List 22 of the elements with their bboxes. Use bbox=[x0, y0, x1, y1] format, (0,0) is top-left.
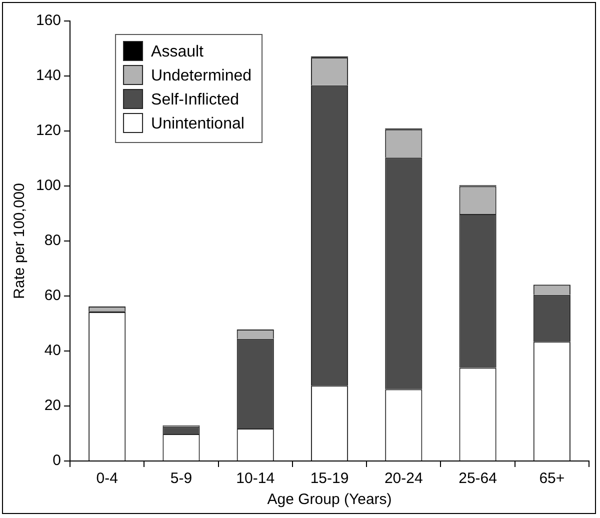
y-tick-label: 40 bbox=[44, 342, 62, 360]
x-tick-label: 20-24 bbox=[384, 470, 423, 488]
x-tick-label: 10-14 bbox=[236, 470, 275, 488]
x-tick-label: 65+ bbox=[539, 470, 565, 488]
x-tick-label: 15-19 bbox=[310, 470, 349, 488]
y-tick-label: 120 bbox=[36, 122, 62, 140]
legend-label: Unintentional bbox=[151, 115, 244, 132]
y-tick-label: 140 bbox=[36, 67, 62, 84]
x-tick-label: 25-64 bbox=[458, 470, 497, 488]
x-axis-title: Age Group (Years) bbox=[267, 491, 392, 508]
x-tick-label: 0-4 bbox=[96, 470, 118, 488]
y-tick-label: 100 bbox=[36, 177, 62, 194]
y-axis-title: Rate per 100,000 bbox=[11, 183, 28, 299]
y-tick-label: 60 bbox=[44, 287, 62, 304]
x-tick-label: 5-9 bbox=[170, 470, 192, 488]
y-tick-label: 0 bbox=[52, 452, 62, 470]
legend-label: Self-Inflicted bbox=[151, 91, 240, 108]
legend-label: Assault bbox=[151, 43, 204, 60]
y-tick-label: 20 bbox=[44, 397, 62, 414]
legend-label: Undetermined bbox=[151, 67, 252, 84]
y-tick-label: 80 bbox=[44, 232, 62, 250]
y-tick-label: 160 bbox=[36, 12, 62, 30]
